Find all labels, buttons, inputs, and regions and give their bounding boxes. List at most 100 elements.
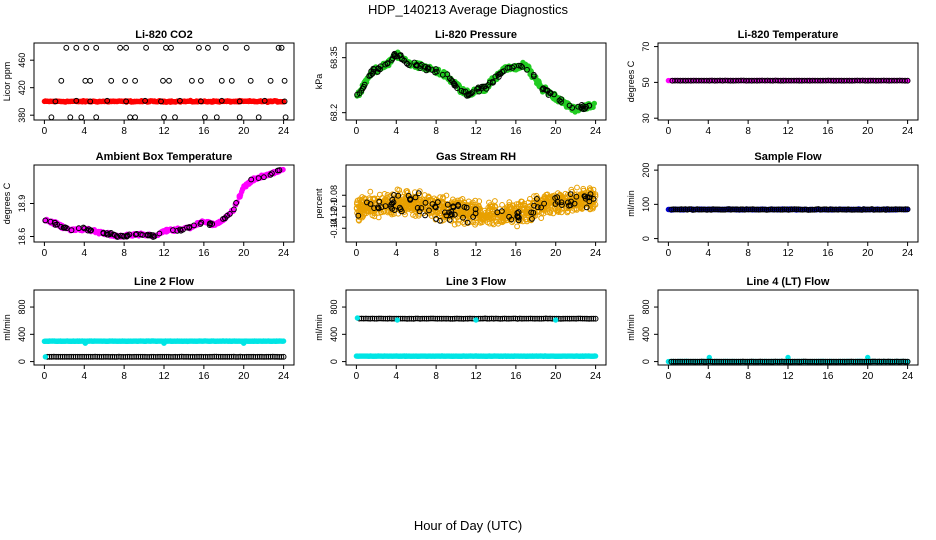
data-point bbox=[366, 73, 373, 79]
data-point bbox=[533, 198, 540, 205]
x-tick-label: 4 bbox=[393, 126, 399, 137]
data-point bbox=[670, 206, 677, 213]
data-point bbox=[839, 206, 845, 213]
series-samples bbox=[356, 315, 599, 322]
x-tick-label: 4 bbox=[393, 248, 399, 259]
data-point bbox=[218, 97, 225, 104]
data-point bbox=[529, 216, 535, 222]
data-point bbox=[874, 206, 881, 213]
data-point bbox=[490, 79, 496, 86]
data-point bbox=[690, 77, 697, 84]
data-point bbox=[709, 77, 715, 84]
data-point bbox=[710, 206, 716, 213]
data-point bbox=[198, 98, 204, 105]
data-point bbox=[668, 206, 675, 213]
data-point bbox=[725, 77, 731, 84]
data-point bbox=[838, 77, 845, 84]
data-point bbox=[690, 207, 697, 213]
data-point bbox=[423, 67, 430, 74]
x-tick-label: 0 bbox=[42, 126, 48, 137]
y-tick-label: 0 bbox=[641, 236, 651, 241]
data-point bbox=[514, 223, 520, 230]
data-point bbox=[189, 353, 196, 360]
data-point bbox=[86, 226, 92, 233]
data-point bbox=[489, 220, 496, 227]
data-point bbox=[434, 199, 441, 206]
data-point bbox=[361, 81, 368, 88]
data-point bbox=[678, 206, 685, 213]
data-point bbox=[793, 77, 800, 84]
y-tick-label: 100 bbox=[641, 197, 651, 212]
data-point bbox=[841, 77, 848, 84]
data-point bbox=[461, 204, 468, 210]
data-point bbox=[354, 315, 361, 321]
data-point bbox=[506, 199, 513, 206]
data-point bbox=[870, 77, 877, 84]
data-point bbox=[751, 77, 758, 84]
data-point bbox=[554, 194, 561, 201]
data-point bbox=[470, 214, 477, 220]
data-point bbox=[353, 205, 360, 212]
x-tick-label: 8 bbox=[433, 371, 439, 382]
points-layer bbox=[665, 77, 911, 84]
data-point bbox=[429, 197, 436, 204]
data-point bbox=[819, 206, 826, 213]
panel-title: Line 4 (LT) Flow bbox=[747, 276, 830, 288]
data-point bbox=[224, 353, 231, 360]
data-point bbox=[862, 77, 869, 84]
data-point bbox=[513, 201, 520, 208]
data-point bbox=[837, 206, 843, 213]
data-point bbox=[63, 44, 70, 51]
data-point bbox=[414, 205, 421, 211]
data-point bbox=[122, 77, 128, 84]
data-point bbox=[422, 212, 429, 219]
data-point bbox=[875, 77, 882, 84]
data-point bbox=[422, 199, 429, 206]
y-tick-label: 420 bbox=[17, 80, 27, 95]
data-point bbox=[261, 97, 268, 104]
y-axis-label: degrees C bbox=[2, 182, 12, 224]
data-point bbox=[749, 206, 756, 213]
data-point bbox=[93, 44, 100, 51]
data-point bbox=[437, 217, 443, 224]
data-point bbox=[267, 171, 274, 178]
data-point bbox=[801, 206, 808, 213]
data-point bbox=[196, 44, 202, 51]
data-point bbox=[745, 206, 752, 213]
data-point bbox=[487, 79, 493, 86]
data-point bbox=[827, 206, 834, 213]
plot-frame bbox=[33, 42, 295, 121]
data-point bbox=[528, 209, 535, 216]
data-point bbox=[738, 77, 744, 84]
x-tick-label: 0 bbox=[666, 248, 672, 259]
y-axis-label: ml/min bbox=[2, 314, 12, 341]
data-point bbox=[796, 77, 803, 84]
data-point bbox=[587, 205, 594, 212]
series-avg bbox=[41, 338, 287, 346]
data-point bbox=[777, 77, 784, 84]
data-point bbox=[492, 73, 499, 80]
x-tick-label: 24 bbox=[590, 248, 602, 259]
data-point bbox=[521, 200, 528, 207]
data-point bbox=[771, 206, 778, 213]
x-tick-label: 20 bbox=[550, 248, 562, 259]
data-point bbox=[674, 206, 681, 213]
data-point bbox=[872, 206, 879, 213]
x-tick-label: 20 bbox=[550, 126, 562, 137]
data-point bbox=[552, 317, 559, 323]
data-point bbox=[163, 44, 169, 51]
data-point bbox=[743, 77, 750, 84]
data-point bbox=[559, 202, 565, 209]
data-point bbox=[218, 77, 225, 84]
data-point bbox=[801, 77, 808, 84]
data-point bbox=[554, 207, 560, 214]
data-point bbox=[391, 192, 397, 198]
y-axis-label: percent bbox=[314, 188, 324, 219]
data-point bbox=[117, 44, 123, 51]
y-axis-label: ml/min bbox=[314, 314, 324, 341]
data-point bbox=[738, 206, 744, 213]
data-point bbox=[867, 77, 874, 84]
data-point bbox=[547, 210, 554, 216]
data-point bbox=[849, 77, 855, 84]
data-point bbox=[669, 77, 676, 84]
